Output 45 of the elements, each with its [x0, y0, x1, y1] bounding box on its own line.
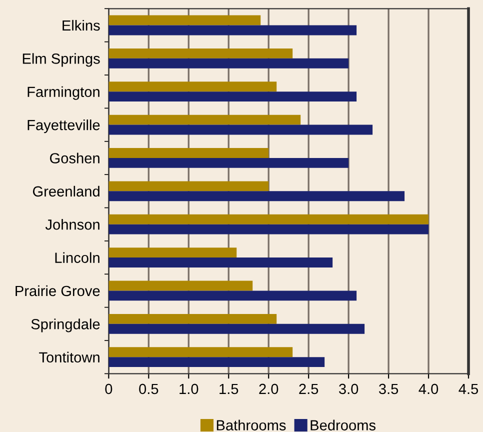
x-tick-label: 1.5: [220, 384, 238, 394]
bar: [108, 58, 349, 68]
y-tick-label: Fayetteville: [28, 120, 100, 134]
x-tick-label: 3.0: [338, 384, 358, 394]
x-tick-label: 0.5: [139, 384, 158, 394]
bar: [108, 15, 261, 26]
bar: [108, 124, 373, 135]
x-tick-label: 2.5: [299, 384, 318, 394]
y-tick-label: Prairie Grove: [16, 285, 100, 296]
bar: [108, 357, 325, 368]
y-tick-label: Elm Springs: [22, 53, 100, 67]
y-tick-label: Goshen: [50, 152, 100, 164]
legend-label: Bathrooms: [216, 420, 286, 430]
bar: [108, 258, 333, 268]
y-tick-label: Tontitown: [39, 352, 100, 363]
x-tick-label: 1.0: [180, 384, 198, 394]
y-tick-label: Springdale: [31, 318, 100, 332]
legend-label: Bedrooms: [310, 420, 376, 430]
bar: [108, 114, 301, 125]
x-tick-label: 4.0: [418, 384, 438, 394]
y-tick-label: Lincoln: [55, 252, 100, 263]
bar: [108, 25, 357, 36]
x-tick-label: 0: [105, 384, 112, 394]
x-tick-label: 2.0: [259, 384, 278, 394]
bar: [108, 82, 277, 92]
bar: [108, 92, 357, 102]
bar: [108, 214, 429, 224]
bar: [108, 280, 253, 291]
bar: [108, 290, 357, 301]
bar: [108, 347, 293, 358]
y-tick-label: Greenland: [32, 186, 100, 197]
bar: [108, 324, 365, 334]
bar: [108, 314, 277, 324]
y-tick-label: Farmington: [28, 86, 100, 100]
bar: [108, 224, 429, 234]
y-tick-label: Elkins: [62, 20, 100, 31]
bar: [108, 181, 269, 192]
bar: [108, 148, 269, 158]
bar: [108, 48, 293, 58]
x-tick-label: 3.5: [378, 384, 398, 394]
bar: [108, 248, 237, 258]
x-tick-label: 4.5: [458, 384, 478, 394]
bar: [108, 191, 405, 202]
y-tick-label: Johnson: [45, 219, 100, 230]
bar: [108, 158, 349, 168]
